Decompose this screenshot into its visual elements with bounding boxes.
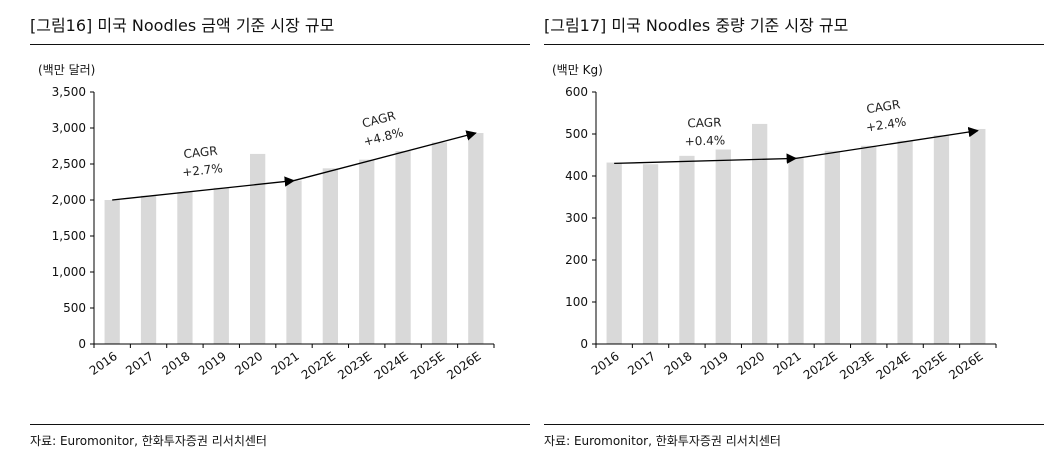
cagr-annotation: CAGR+4.8% [361, 109, 405, 149]
x-tick-label: 2021 [771, 349, 804, 378]
y-tick-label: 200 [565, 253, 588, 267]
x-tick-label: 2020 [734, 349, 767, 378]
x-tick-label: 2024E [372, 349, 411, 382]
cagr-annotation: CAGR+2.4% [865, 97, 907, 135]
x-tick-label: 2016 [87, 349, 120, 378]
bar-2025E [431, 142, 448, 344]
x-tick-label: 2022E [801, 349, 840, 382]
x-tick-label: 2016 [589, 349, 622, 378]
x-tick-label: 2018 [662, 349, 695, 378]
y-tick-label: 0 [580, 337, 588, 351]
bar-2024E [897, 140, 913, 344]
bar-2016 [104, 200, 120, 344]
y-tick-label: 0 [78, 337, 86, 351]
cagr-label: CAGR [865, 97, 901, 116]
cagr-trend-arrow [614, 153, 798, 165]
bar-2017 [140, 195, 157, 344]
x-tick-label: 2025E [408, 349, 447, 382]
cagr-trend-arrow [112, 176, 296, 201]
y-tick-label: 1,000 [52, 265, 86, 279]
source-note: 자료: Euromonitor, 한화투자증권 리서치센터 [30, 434, 267, 448]
bar-2020 [752, 123, 768, 344]
x-tick-label: 2026E [946, 349, 985, 382]
cagr-value: +2.7% [182, 161, 224, 179]
bar-2022E [824, 150, 840, 344]
bar-2025E [933, 135, 950, 344]
cagr-annotation: CAGR +0.4% [684, 115, 725, 148]
bar-2017 [642, 164, 659, 344]
cagr-label: CAGR [183, 144, 218, 162]
y-tick-label: 400 [565, 169, 588, 183]
bar-2016 [606, 162, 622, 344]
cagr-trend-arrow [795, 126, 979, 160]
x-tick-label: 2026E [444, 349, 483, 382]
x-tick-label: 2019 [698, 349, 731, 378]
bar-2019 [715, 149, 731, 344]
bar-2022E [322, 168, 338, 344]
bar-2018 [679, 155, 695, 344]
bar-2020 [250, 153, 266, 344]
source-rule [544, 424, 1044, 425]
bar-2026E [468, 133, 484, 344]
bar-2023E [861, 145, 877, 344]
x-tick-label: 2017 [625, 349, 658, 378]
y-axis-unit-label: (백만 Kg) [552, 63, 603, 77]
x-tick-label: 2018 [160, 349, 193, 378]
cagr-label: CAGR [687, 115, 721, 130]
y-tick-label: 300 [565, 211, 588, 225]
y-tick-label: 2,000 [52, 193, 86, 207]
bar-2024E [395, 151, 411, 344]
y-tick-label: 3,000 [52, 121, 86, 135]
y-tick-label: 500 [565, 127, 588, 141]
y-tick-label: 2,500 [52, 157, 86, 171]
y-tick-label: 100 [565, 295, 588, 309]
y-tick-label: 500 [63, 301, 86, 315]
y-tick-label: 3,500 [52, 85, 86, 99]
x-tick-label: 2024E [874, 349, 913, 382]
bar-2018 [177, 192, 193, 344]
source-note: 자료: Euromonitor, 한화투자증권 리서치센터 [544, 434, 781, 448]
chart-value-market: (백만 달러) 0 500 1,000 1,500 2,000 2,500 3,000 3,50… [38, 63, 495, 382]
chart-title: [그림17] 미국 Noodles 중량 기준 시장 규모 [544, 16, 849, 35]
x-tick-label: 2017 [123, 349, 156, 378]
cagr-value: +0.4% [684, 133, 725, 148]
title-rule [544, 44, 1044, 45]
y-tick-label: 1,500 [52, 229, 86, 243]
source-rule [30, 424, 530, 425]
bar-2019 [213, 187, 229, 344]
y-tick-label: 600 [565, 85, 588, 99]
bar-2026E [970, 128, 986, 344]
y-axis-unit-label: (백만 달러) [38, 63, 95, 77]
x-tick-label: 2020 [232, 349, 265, 378]
cagr-annotation: CAGR+2.7% [182, 144, 224, 180]
x-tick-label: 2025E [910, 349, 949, 382]
bar-2021 [286, 180, 302, 344]
x-tick-label: 2021 [269, 349, 302, 378]
bar-2023E [359, 159, 375, 344]
x-tick-label: 2023E [837, 349, 876, 382]
x-tick-label: 2022E [299, 349, 338, 382]
x-tick-label: 2019 [196, 349, 229, 378]
chart-title: [그림16] 미국 Noodles 금액 기준 시장 규모 [30, 16, 335, 35]
cagr-value: +2.4% [865, 115, 907, 135]
title-rule [30, 44, 530, 45]
bar-2021 [788, 157, 804, 344]
x-tick-label: 2023E [335, 349, 374, 382]
cagr-trend-arrow [293, 130, 477, 182]
chart-panel-left: [그림16] 미국 Noodles 금액 기준 시장 규모 (백만 달러) 0 50… [30, 0, 530, 468]
chart-panel-right: [그림17] 미국 Noodles 중량 기준 시장 규모 (백만 Kg) 0 10… [544, 0, 1044, 468]
